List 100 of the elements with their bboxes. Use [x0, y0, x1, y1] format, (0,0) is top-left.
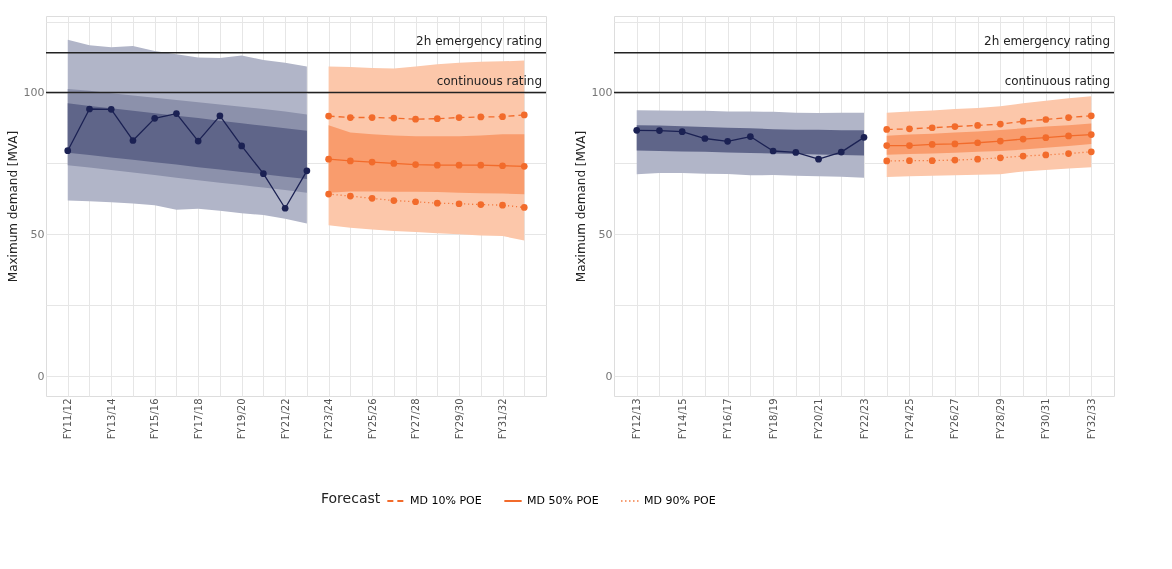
x-tick-label: FY27/28 [410, 398, 422, 440]
point [792, 149, 800, 156]
y-tick-label: 50 [30, 227, 45, 241]
point [860, 134, 868, 141]
point [1065, 150, 1072, 157]
point [747, 133, 754, 140]
point [455, 161, 463, 169]
point [346, 114, 354, 121]
point [997, 120, 1004, 128]
point [769, 147, 777, 155]
ref-line-label: 2h emergency rating [984, 33, 1110, 48]
point [837, 148, 845, 156]
point [883, 126, 891, 133]
point [1042, 151, 1050, 159]
x-tick-label: FY18/19 [767, 398, 779, 440]
x-tick-label: FY22/23 [858, 398, 870, 440]
point [325, 190, 332, 198]
y-tick-label: 0 [605, 369, 613, 383]
point [997, 154, 1004, 162]
x-tick-label: FY21/22 [279, 398, 291, 440]
point [997, 137, 1004, 145]
point [656, 127, 663, 134]
point [260, 170, 267, 178]
x-tick-label: FY11/12 [62, 398, 74, 440]
y-tick-label: 100 [23, 86, 45, 100]
point [455, 114, 463, 121]
point [129, 137, 137, 144]
y-tick-label: 50 [598, 227, 613, 241]
point [499, 162, 506, 170]
point [303, 167, 311, 175]
point [928, 157, 936, 164]
point [433, 115, 441, 122]
point [173, 110, 180, 117]
y-axis-title: Maximum demand [MVA] [573, 130, 588, 283]
x-tick-label: FY13/14 [105, 398, 117, 440]
point [390, 114, 398, 122]
point [883, 142, 891, 149]
x-tick-label: FY24/25 [903, 398, 915, 440]
point [906, 157, 913, 164]
point [678, 128, 686, 136]
x-tick-label: FY15/16 [149, 398, 161, 440]
point [520, 162, 528, 170]
point [974, 155, 981, 163]
point [412, 198, 419, 206]
point [368, 158, 376, 166]
x-tick-label: FY31/32 [497, 398, 509, 440]
x-tick-label: FY19/20 [236, 398, 248, 440]
legend-label: MD 10% POE [410, 494, 482, 507]
x-tick-label: FY25/26 [366, 398, 378, 440]
point [520, 111, 528, 119]
point [974, 122, 981, 129]
ref-line-label: continuous rating [1004, 73, 1110, 88]
point [1019, 152, 1027, 160]
point [194, 137, 202, 145]
point [499, 113, 506, 121]
x-tick-label: FY29/30 [453, 398, 465, 440]
point [906, 142, 913, 149]
point [951, 156, 959, 164]
point [906, 125, 913, 133]
point [928, 141, 936, 148]
x-tick-label: FY14/15 [676, 398, 688, 440]
point [633, 126, 641, 134]
x-tick-label: FY32/33 [1085, 398, 1097, 440]
point [1087, 131, 1095, 138]
point [951, 140, 959, 148]
point [412, 161, 419, 168]
point [346, 157, 354, 165]
legend-label: MD 50% POE [527, 494, 599, 507]
x-tick-label: FY26/27 [949, 398, 961, 440]
x-tick-label: FY23/24 [323, 398, 335, 440]
point [974, 139, 981, 147]
point [1019, 135, 1027, 143]
point [325, 155, 332, 163]
x-tick-label: FY12/13 [631, 398, 643, 440]
point [1065, 132, 1072, 140]
legend-title: Forecast [321, 490, 381, 506]
point [1087, 112, 1095, 120]
ref-line-label: continuous rating [436, 73, 542, 88]
point [433, 161, 441, 169]
point [815, 155, 822, 163]
x-tick-label: FY20/21 [813, 398, 825, 440]
point [412, 115, 419, 123]
point [477, 201, 485, 208]
ref-line-label: 2h emergency rating [416, 33, 542, 48]
y-tick-label: 100 [591, 86, 613, 100]
x-tick-label: FY28/29 [994, 398, 1006, 440]
point [701, 135, 709, 142]
point [477, 161, 485, 169]
point [455, 200, 463, 208]
point [86, 105, 93, 113]
point [368, 195, 376, 202]
point [499, 201, 506, 209]
point [325, 112, 332, 120]
point [724, 138, 731, 145]
point [107, 105, 115, 113]
y-axis-title: Maximum demand [MVA] [5, 130, 20, 283]
point [216, 112, 224, 120]
x-tick-label: FY17/18 [192, 398, 204, 440]
point [520, 204, 528, 211]
point [1087, 148, 1095, 156]
